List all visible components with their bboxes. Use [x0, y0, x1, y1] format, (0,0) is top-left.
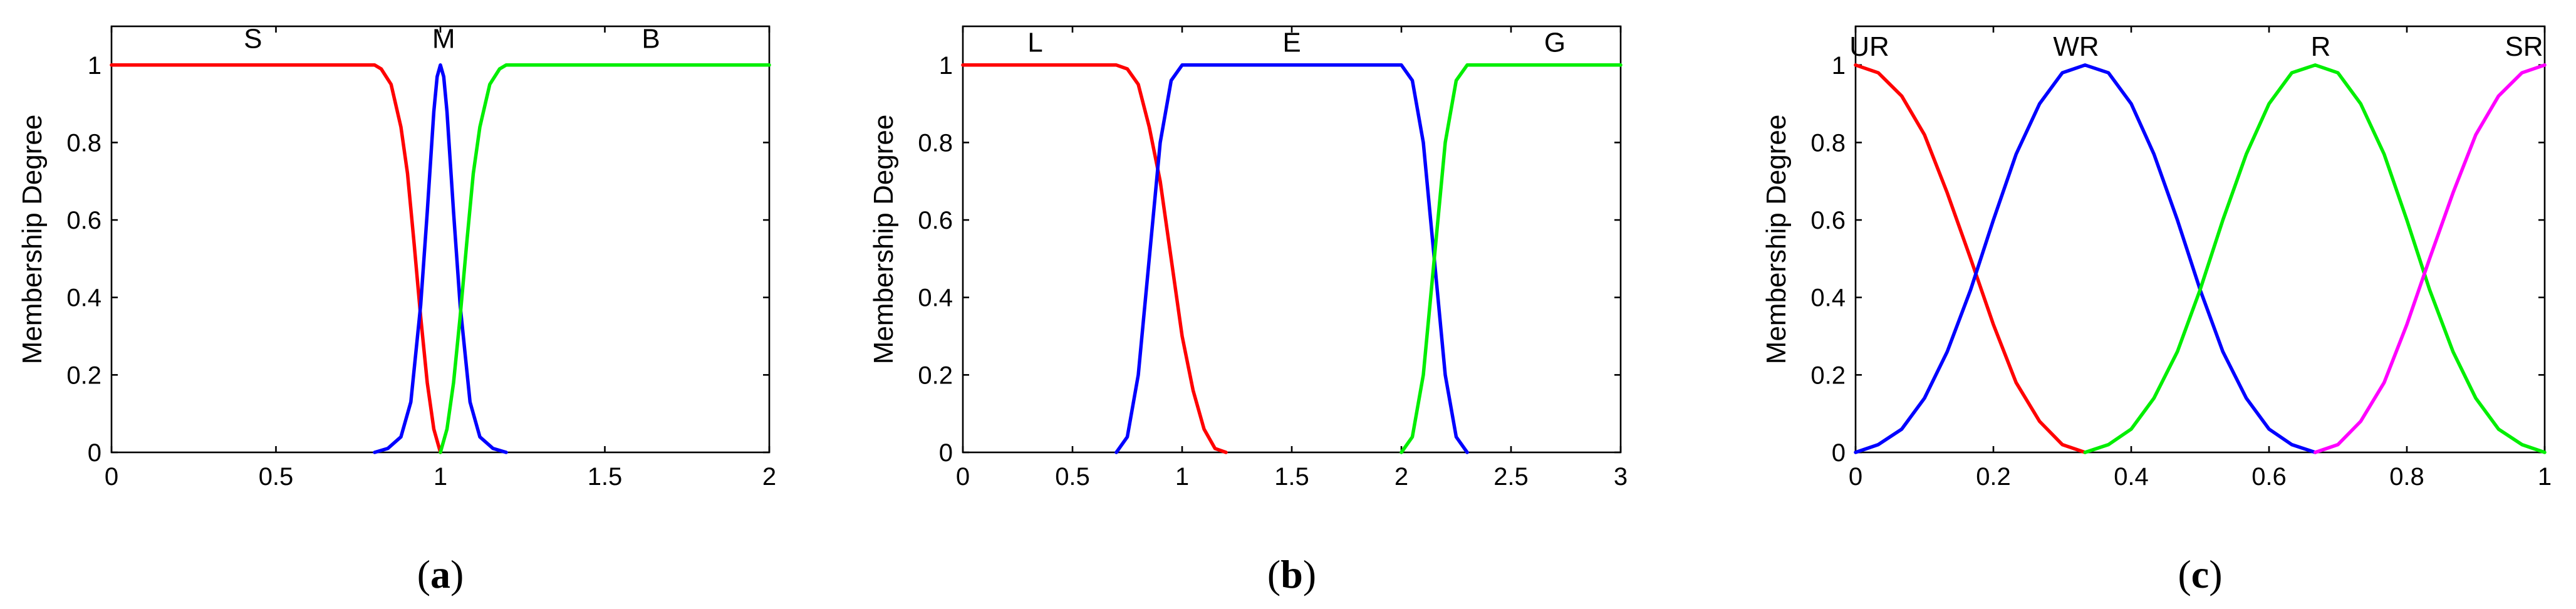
series-line-g [1400, 63, 1623, 454]
x-tick-label: 3 [1614, 463, 1628, 491]
series-line-wr [1854, 63, 2317, 454]
y-tick-label: 1 [939, 52, 953, 80]
y-tick-label: 0 [939, 439, 953, 467]
y-tick-label: 0 [1832, 439, 1846, 467]
x-tick-label: 1.5 [588, 463, 623, 491]
x-tick-label: 0 [105, 463, 118, 491]
mf-label-wr: WR [2053, 31, 2099, 62]
y-tick-label: 1 [1832, 52, 1846, 80]
y-tick-label: 0.8 [1810, 129, 1846, 157]
x-tick-label: 0.5 [259, 463, 294, 491]
y-tick-label: 0.2 [1810, 362, 1846, 389]
y-tick-label: 0.6 [918, 207, 953, 234]
panel-caption: (c) [2178, 552, 2222, 596]
series-line-l [961, 63, 1228, 454]
x-tick-label: 1.5 [1274, 463, 1309, 491]
mf-label-r: R [2311, 31, 2331, 62]
y-axis-label: Membership Degree [17, 115, 48, 365]
panel-caption-letter: a [430, 552, 450, 596]
y-axis-label: Membership Degree [868, 115, 899, 365]
x-tick-label: 0.8 [2389, 463, 2424, 491]
y-tick-label: 0.6 [1810, 207, 1846, 234]
mf-label-m: M [432, 24, 455, 55]
x-tick-label: 0.5 [1055, 463, 1090, 491]
chart-panel-a: 0 0.5 1 1.5 2 0 0.2 0.4 0.6 0.8 1 Membership Degree… [17, 24, 776, 596]
y-tick-label: 0.4 [918, 284, 953, 312]
mf-label-sr: SR [2505, 31, 2543, 62]
mf-label-b: B [641, 24, 660, 55]
y-tick-label: 0.2 [918, 362, 953, 389]
y-tick-label: 0.4 [66, 284, 101, 312]
plot-frame [962, 25, 1622, 454]
chart-panel-b: 0 0.5 1 1.5 2 2.5 3 0 0.2 0.4 0.6 0.8 1 Membership De… [868, 25, 1628, 596]
mf-label-s: S [244, 24, 262, 55]
y-tick-label: 0.8 [66, 129, 101, 157]
series-line-e [1114, 63, 1469, 454]
x-tick-label: 2.5 [1493, 463, 1529, 491]
x-tick-label: 0 [956, 463, 970, 491]
y-tick-label: 0.2 [66, 362, 101, 389]
panel-caption: (a) [417, 552, 464, 596]
plot-frame [110, 25, 771, 454]
x-tick-label: 2 [762, 463, 776, 491]
y-tick-label: 0 [88, 439, 101, 467]
x-tick-label: 1 [434, 463, 447, 491]
panel-caption: (b) [1267, 552, 1316, 596]
x-tick-label: 0.6 [2251, 463, 2287, 491]
panel-caption-letter: b [1280, 552, 1303, 596]
series-line-m [373, 63, 508, 454]
mf-label-g: G [1544, 28, 1566, 58]
x-tick-label: 0.2 [1976, 463, 2011, 491]
series-line-ur [1854, 63, 2087, 454]
mf-label-e: E [1282, 28, 1301, 58]
series-line-s [110, 63, 442, 454]
mf-label-ur: UR [1849, 31, 1889, 62]
x-tick-label: 2 [1394, 463, 1408, 491]
plot-frame [1854, 25, 2546, 454]
y-tick-label: 0.8 [918, 129, 953, 157]
panel-caption-letter: c [2191, 552, 2209, 596]
y-tick-label: 1 [88, 52, 101, 80]
x-tick-label: 1 [2538, 463, 2552, 491]
series-line-r [2083, 63, 2547, 454]
x-tick-label: 1 [1175, 463, 1189, 491]
chart-panel-c: 0 0.2 0.4 0.6 0.8 1 0 0.2 0.4 0.6 0.8 1 Membership D… [1761, 25, 2552, 596]
y-tick-label: 0.4 [1810, 284, 1846, 312]
x-tick-label: 0.4 [2114, 463, 2149, 491]
series-line-b [439, 63, 771, 454]
y-tick-label: 0.6 [66, 207, 101, 234]
x-tick-label: 0 [1849, 463, 1862, 491]
mf-label-l: L [1027, 28, 1042, 58]
y-axis-label: Membership Degree [1761, 115, 1792, 365]
series-line-sr [2313, 63, 2547, 454]
